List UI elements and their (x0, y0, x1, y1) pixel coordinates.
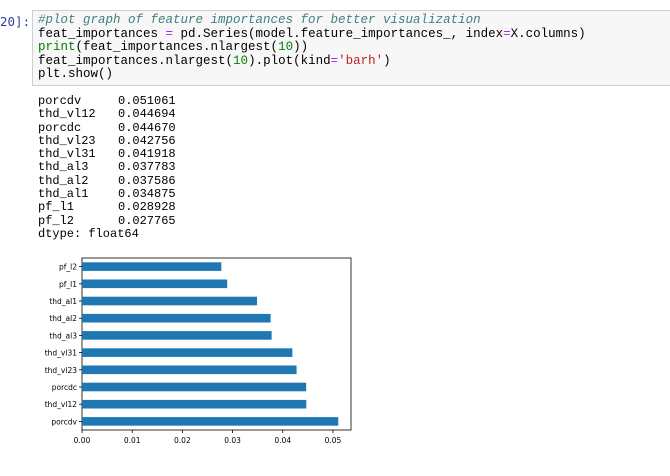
feature-name: thd_al2 (38, 173, 89, 188)
output-row: thd_al3 0.037783 (38, 160, 176, 175)
x-tick-label: 0.05 (325, 436, 342, 445)
code-token: 10 (278, 40, 294, 55)
feature-value: 0.037586 (118, 173, 176, 188)
code-line: plt.show() (38, 67, 114, 82)
feature-value: 0.028928 (118, 200, 176, 215)
bar-porcdv (82, 417, 339, 426)
y-tick-label: pf_l2 (59, 263, 77, 272)
bar-pf_l2 (82, 262, 222, 271)
code-token: plt.show() (38, 67, 114, 82)
dtype-line: dtype: float64 (38, 226, 139, 241)
y-tick-label: thd_vl23 (45, 366, 77, 375)
bar-thd_vl23 (82, 365, 297, 375)
feature-name: thd_vl31 (38, 147, 96, 162)
code-token: = (165, 26, 174, 41)
code-line: #plot graph of feature importances for b… (38, 13, 481, 27)
feature-name: pf_l1 (38, 200, 75, 215)
code-line: feat_importances = pd.Series(model.featu… (38, 27, 586, 41)
code-token: )) (293, 40, 309, 55)
code-token: ) (383, 53, 391, 68)
y-tick-label: thd_vl12 (45, 400, 77, 409)
x-tick-label: 0.02 (174, 436, 191, 445)
code-token: ).plot(kind (248, 53, 331, 68)
feature-value: 0.044670 (118, 120, 176, 135)
code-token: 10 (233, 53, 249, 68)
code-token: = (503, 26, 511, 41)
code-token: feat_importances (38, 26, 166, 41)
cell-output: porcdv 0.051061 thd_vl12 0.044694 porcdc 0.04… (38, 94, 176, 241)
feature-value: 0.041918 (118, 147, 176, 162)
output-row: porcdc 0.044670 (38, 120, 176, 135)
code-line: print(feat_importances.nlargest(10)) (38, 40, 308, 54)
feature-name: thd_vl23 (38, 133, 96, 148)
feature-name: thd_al1 (38, 187, 89, 202)
y-tick-label: porcdc (52, 383, 77, 392)
bar-thd_al3 (82, 331, 272, 340)
bar-thd_al2 (82, 313, 271, 323)
bar-thd_al1 (82, 296, 258, 306)
feature-value: 0.044694 (118, 107, 176, 122)
output-row: pf_l1 0.028928 (38, 200, 176, 215)
bar-chart: porcdv thd_vl12 porcdc thd_vl23 thd_vl31 thd_… (30, 250, 370, 450)
feature-value: 0.042756 (118, 133, 176, 148)
y-tick-label: thd_al3 (49, 331, 77, 340)
x-tick-label: 0.04 (274, 436, 291, 445)
bar-thd_vl12 (82, 399, 307, 409)
y-tick-label: thd_al2 (49, 314, 77, 323)
code-token: (feat_importances.nlargest( (75, 40, 279, 55)
y-tick-label: thd_al1 (49, 297, 77, 306)
code-token: 'barh' (338, 53, 384, 68)
feature-value: 0.037783 (118, 160, 176, 175)
feature-value: 0.051061 (118, 94, 176, 108)
code-token: X.columns) (510, 26, 586, 41)
feature-name: thd_al3 (38, 160, 89, 175)
output-row: porcdv 0.051061 (38, 94, 176, 108)
feature-name: porcdv (38, 94, 82, 108)
feature-value: 0.034875 (118, 187, 176, 202)
y-tick-label: pf_l1 (59, 280, 77, 289)
bar-pf_l1 (82, 279, 228, 289)
feature-name: porcdc (38, 120, 82, 135)
x-tick-label: 0.00 (74, 436, 91, 445)
x-tick-label: 0.03 (224, 436, 241, 445)
code-token: print (38, 40, 76, 55)
bar-thd_vl31 (82, 348, 293, 357)
x-tick-label: 0.01 (124, 436, 141, 445)
output-row: thd_al1 0.034875 (38, 187, 176, 202)
feature-name: pf_l2 (38, 213, 75, 228)
bar-porcdc (82, 382, 307, 392)
code-cell[interactable] (32, 10, 670, 86)
code-token: feat_importances.nlargest( (38, 53, 234, 68)
code-line: feat_importances.nlargest(10).plot(kind=… (38, 54, 391, 68)
input-prompt: 20]: (0, 14, 31, 29)
output-row: thd_vl12 0.044694 (38, 107, 176, 122)
code-token: #plot graph of feature importances for b… (38, 13, 481, 27)
chart-svg: porcdv thd_vl12 porcdc thd_vl23 thd_vl31 thd_… (45, 257, 352, 445)
y-tick-label: thd_vl31 (45, 349, 77, 358)
feature-value: 0.027765 (118, 213, 176, 228)
output-row: thd_vl31 0.041918 (38, 147, 176, 162)
code-editor[interactable]: #plot graph of feature importances for b… (38, 13, 586, 82)
plot-frame (81, 257, 352, 431)
output-row: thd_al2 0.037586 (38, 173, 176, 188)
output-row: thd_vl23 0.042756 (38, 133, 176, 148)
code-token: = (330, 53, 339, 68)
feature-name: thd_vl12 (38, 107, 96, 122)
code-token: pd.Series(model.feature_importances_, in… (173, 26, 504, 41)
y-tick-label: porcdv (51, 417, 77, 426)
output-row: pf_l2 0.027765 (38, 213, 176, 228)
